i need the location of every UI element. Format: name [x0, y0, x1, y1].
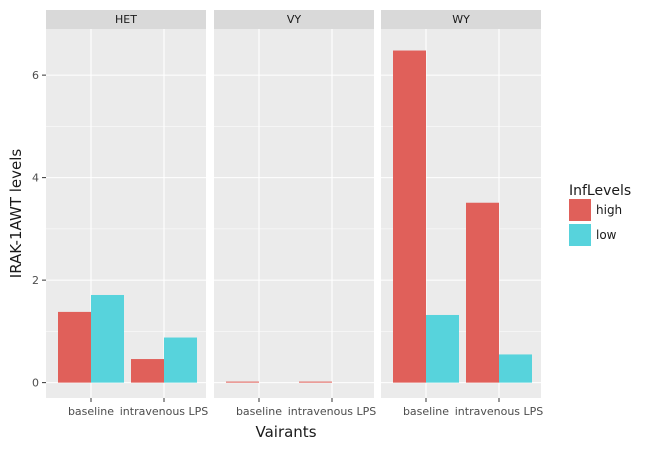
legend-label-low: low	[596, 228, 617, 242]
y-tick-label: 2	[32, 274, 39, 287]
facet-label-vy: VY	[287, 13, 302, 26]
x-tick-label: baseline	[403, 405, 449, 418]
facet-strip-het	[46, 10, 206, 29]
legend-key-low	[569, 224, 591, 246]
bar-vy-baseline-high	[226, 381, 259, 383]
facet-strip-wy	[381, 10, 541, 29]
bar-wy-baseline-low	[426, 314, 459, 383]
x-tick-label: intravenous LPS	[120, 405, 209, 418]
bar-het-intravenous-lps-low	[164, 337, 197, 383]
y-tick-label: 6	[32, 69, 39, 82]
y-tick-label: 4	[32, 172, 39, 185]
x-tick-label: intravenous LPS	[288, 405, 377, 418]
panel-background-vy	[214, 29, 374, 398]
legend-title: InfLevels	[569, 183, 631, 199]
bar-het-baseline-high	[58, 311, 91, 383]
bar-wy-intravenous-lps-low	[499, 354, 532, 383]
bar-het-intravenous-lps-high	[131, 359, 164, 383]
facet-strip-vy	[214, 10, 374, 29]
x-tick-label: baseline	[236, 405, 282, 418]
facet-label-wy: WY	[452, 13, 470, 26]
y-tick-label: 0	[32, 377, 39, 390]
x-tick-label: intravenous LPS	[455, 405, 544, 418]
bar-het-baseline-low	[91, 294, 124, 383]
bar-wy-baseline-high	[393, 50, 426, 383]
x-tick-label: baseline	[68, 405, 114, 418]
bar-wy-intravenous-lps-high	[466, 202, 499, 383]
legend-key-high	[569, 199, 591, 221]
x-axis-title: Vairants	[255, 423, 316, 441]
facet-label-het: HET	[115, 13, 137, 26]
legend-label-high: high	[596, 203, 622, 217]
y-axis-title: IRAK-1AWT levels	[7, 149, 25, 279]
bar-vy-intravenous-lps-high	[299, 381, 332, 383]
